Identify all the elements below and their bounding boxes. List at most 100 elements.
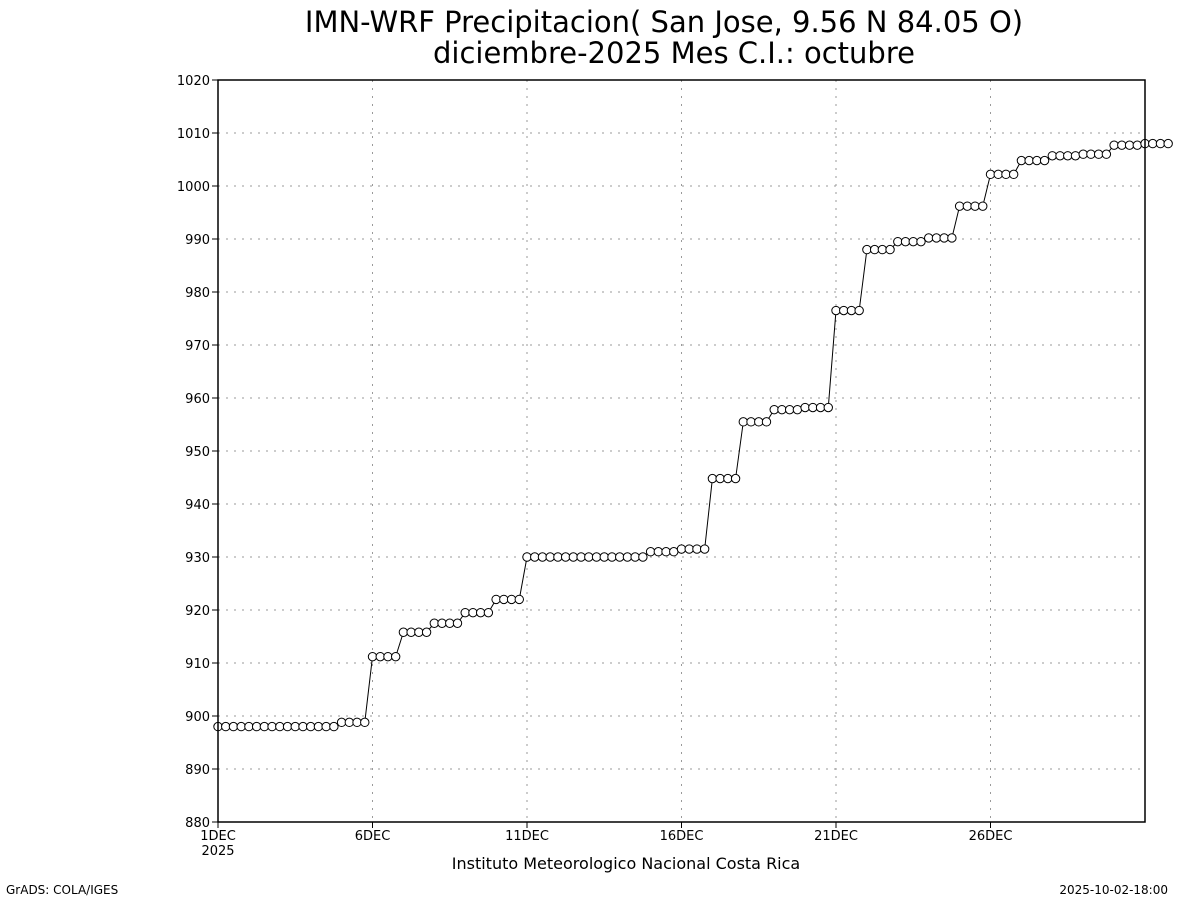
y-tick-label: 950 [185, 445, 210, 460]
data-point [846, 305, 857, 316]
x-tick-sublabel: 2025 [201, 844, 234, 859]
data-point [707, 473, 718, 484]
data-point [738, 417, 748, 427]
data-point [468, 607, 478, 618]
grid-lines [218, 80, 1145, 822]
data-point [336, 717, 347, 728]
data-point [869, 244, 880, 255]
data-point [514, 594, 524, 605]
data-point [329, 721, 339, 732]
data-point [900, 236, 911, 247]
data-point [962, 201, 973, 211]
data-point [360, 717, 370, 728]
data-point [584, 552, 594, 562]
data-point [893, 236, 903, 247]
chart-title: IMN-WRF Precipitacion( San Jose, 9.56 N … [305, 5, 1023, 39]
data-point [221, 721, 231, 732]
data-point [352, 717, 362, 728]
footer-left: GrADS: COLA/IGES [6, 883, 118, 897]
data-point [877, 244, 888, 255]
data-point [993, 169, 1003, 180]
data-point [491, 594, 501, 605]
data-point [684, 544, 694, 554]
x-tick-label: 16DEC [660, 829, 704, 844]
data-point [730, 473, 741, 484]
data-point [924, 233, 934, 243]
data-point [885, 244, 895, 255]
y-tick-label: 1020 [177, 74, 210, 89]
data-point [530, 552, 540, 562]
data-point [1086, 149, 1096, 159]
data-point [1008, 169, 1019, 180]
data-point [1101, 149, 1112, 159]
data-point [537, 552, 548, 562]
data-point [715, 473, 725, 484]
series-polyline [218, 143, 1169, 728]
y-tick-label: 880 [185, 816, 210, 831]
data-point [954, 201, 965, 211]
data-point [792, 404, 803, 415]
y-tick-label: 920 [185, 604, 210, 619]
data-point [545, 552, 555, 562]
data-point [723, 473, 733, 484]
data-point [599, 552, 609, 562]
chart-subtitle: diciembre-2025 Mes C.I.: octubre [433, 36, 915, 70]
data-point [939, 233, 949, 243]
y-tick-label: 930 [185, 551, 210, 566]
data-point [313, 721, 324, 732]
data-point [823, 402, 833, 413]
data-point [390, 651, 401, 662]
series-line [218, 143, 1169, 728]
data-point [414, 627, 424, 637]
data-point [638, 552, 648, 562]
data-point [228, 721, 239, 732]
data-point [746, 417, 756, 427]
data-point [1155, 138, 1166, 149]
data-point [916, 236, 926, 247]
data-point [676, 544, 687, 554]
y-tick-label: 960 [185, 392, 210, 407]
data-point [406, 627, 416, 637]
data-point [607, 552, 617, 562]
data-point [669, 547, 679, 557]
data-point [754, 417, 764, 427]
x-tick-label: 1DEC [200, 829, 236, 844]
data-point [1016, 155, 1027, 166]
data-point [1117, 140, 1127, 150]
data-point [947, 233, 957, 243]
data-point [784, 404, 795, 415]
data-point [1055, 151, 1065, 161]
data-point [1024, 155, 1034, 166]
data-point [769, 404, 779, 415]
data-point [1063, 151, 1073, 161]
y-tick-label: 900 [185, 710, 210, 725]
x-tick-label: 21DEC [814, 829, 858, 844]
data-point [839, 305, 849, 316]
data-point [251, 721, 262, 732]
data-point [1148, 138, 1158, 149]
data-point [1047, 151, 1058, 161]
data-point [560, 552, 571, 562]
data-point [591, 552, 602, 562]
data-point [622, 552, 633, 562]
data-point [375, 651, 385, 662]
data-point [298, 721, 308, 732]
data-point [1078, 149, 1088, 159]
data-point [931, 233, 942, 243]
data-point [236, 721, 246, 732]
data-points [213, 138, 1173, 732]
data-point [630, 552, 640, 562]
x-tick-label: 11DEC [505, 829, 549, 844]
data-point [452, 618, 463, 628]
data-point [908, 236, 918, 247]
data-point [1163, 138, 1173, 149]
data-point [1109, 140, 1119, 150]
data-point [306, 721, 316, 732]
y-tick-label: 910 [185, 657, 210, 672]
y-tick-label: 980 [185, 286, 210, 301]
data-point [475, 607, 486, 618]
data-point [321, 721, 331, 732]
data-point [483, 607, 494, 618]
data-point [398, 627, 409, 637]
